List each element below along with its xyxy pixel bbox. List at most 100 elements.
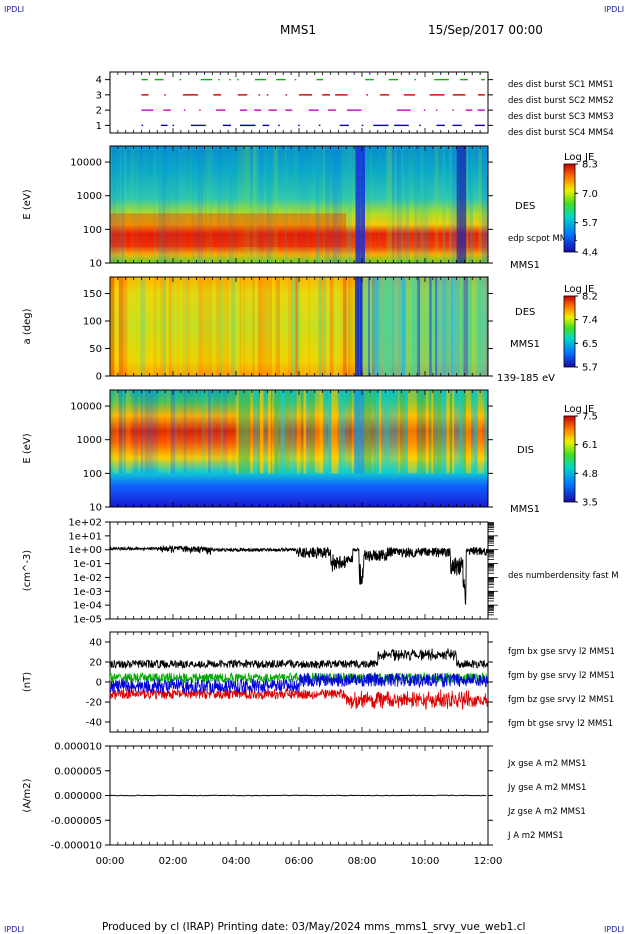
des-energy-column [281, 146, 286, 263]
density-ytick-label: 1e-03 [73, 587, 102, 598]
des-energy-column [274, 146, 278, 263]
dis-energy-column [263, 390, 268, 474]
des-pitch-column [368, 277, 370, 376]
des-pitch-column [372, 277, 375, 376]
des-pitch-colorbar-label: 8.2 [582, 292, 598, 303]
des-energy-column [221, 146, 226, 263]
des-pitch-column [266, 277, 271, 376]
des-pitch-column [235, 277, 240, 376]
dis-energy-column [165, 390, 166, 473]
des-energy-column [416, 146, 421, 263]
dis-energy-column [289, 390, 292, 474]
des-pitch-colorbar [563, 295, 576, 368]
des-energy-column [413, 146, 415, 263]
dis-energy-column [227, 390, 232, 474]
des-energy-hot-band [110, 213, 347, 247]
dis-energy-column [130, 390, 133, 473]
des-pitch-column [162, 277, 166, 376]
time-axis: 00:00 02:00 04:00 06:00 08:00 10:00 12:00 [96, 856, 503, 867]
des-energy-colorbar-label: 8.3 [582, 160, 598, 171]
des-energy-column [182, 146, 188, 263]
des-pitch-column [408, 277, 412, 376]
des-energy-column [376, 146, 379, 263]
des-pitch-column [324, 277, 327, 376]
time-tick-label: 12:00 [474, 856, 503, 867]
dis-energy-ytick-label: 1000 [77, 435, 102, 446]
des-pitch-column [380, 277, 384, 376]
dis-energy-colorbar [563, 415, 576, 503]
dis-energy-column [175, 390, 177, 474]
current-ytick-label: 0.000000 [54, 791, 102, 802]
burst-legend-label: des dist burst SC1 MMS1 [508, 80, 614, 90]
dis-energy-column [294, 390, 297, 474]
fgm-series-line [109, 648, 488, 670]
des-energy-column [448, 146, 452, 263]
des-energy-ytick-label: 100 [83, 225, 102, 236]
current-series-label: Jz gse A m2 MMS1 [507, 807, 586, 817]
des-pitch-ytick-label: 0 [96, 372, 102, 383]
des-pitch-column [346, 277, 349, 376]
des-pitch-column [195, 277, 199, 376]
des-energy-column [206, 146, 211, 263]
des-pitch-column [417, 277, 421, 376]
des-energy-colorbar-label: 7.0 [582, 189, 598, 200]
des-pitch-right-label: MMS1 [510, 339, 540, 350]
des-pitch-column [165, 277, 169, 376]
dis-energy-column [411, 390, 417, 474]
des-energy-column [478, 146, 481, 263]
fgm-series-line [109, 687, 488, 710]
des-pitch-column [245, 277, 249, 376]
dis-energy-column [471, 390, 475, 474]
dis-energy-column [355, 390, 358, 474]
dis-energy-colorbar-label: 4.8 [582, 469, 598, 480]
current-panel: 0.000010 0.000005 0.000000 -0.000005 -0.0000… [22, 742, 586, 852]
time-tick-label: 00:00 [96, 856, 125, 867]
fgm-ylabel: (nT) [22, 672, 33, 692]
dis-energy-column [310, 390, 315, 474]
des-energy-column [332, 146, 338, 263]
density-ylabel: (cm^-3) [22, 550, 33, 591]
des-pitch-column [457, 277, 460, 376]
des-energy-column [133, 146, 138, 263]
des-pitch-column [350, 277, 353, 376]
des-pitch-column [369, 277, 373, 376]
dis-energy-column [462, 390, 467, 474]
dis-energy-column [201, 390, 206, 474]
des-energy-column [204, 146, 207, 263]
fgm-panel: 40 20 0 -20 -40 (nT) fgm bx gse srvy l2 MMS1 fg… [22, 631, 615, 733]
dis-energy-column [431, 390, 434, 474]
des-energy-column [286, 146, 292, 263]
des-energy-column [391, 146, 395, 263]
dis-energy-column [389, 390, 394, 474]
dis-energy-column [248, 390, 251, 474]
current-ytick-label: 0.000010 [54, 742, 102, 753]
dis-energy-column [274, 390, 279, 474]
dis-energy-column [331, 390, 334, 474]
fgm-ytick-label: 0 [96, 678, 102, 689]
dis-energy-column [267, 390, 271, 474]
dis-energy-column [345, 390, 349, 474]
dis-energy-column [259, 390, 264, 474]
des-pitch-column [352, 277, 356, 376]
des-energy-column [357, 146, 361, 263]
fgm-ytick-label: -20 [86, 698, 102, 709]
time-tick-label: 10:00 [411, 856, 440, 867]
dis-energy-column [381, 390, 385, 474]
des-pitch-column [272, 277, 276, 376]
dis-energy-column [441, 390, 447, 474]
fgm-series-line [109, 671, 488, 685]
dis-energy-column [160, 390, 165, 474]
current-series-label: Jx gse A m2 MMS1 [507, 759, 586, 769]
des-pitch-column [460, 277, 464, 376]
des-energy-column [110, 146, 113, 263]
dis-energy-column [250, 390, 254, 474]
dis-energy-column [112, 390, 116, 474]
dis-energy-column [158, 390, 161, 474]
des-pitch-column [176, 277, 178, 376]
des-pitch-column [252, 277, 255, 376]
dis-energy-column [401, 390, 405, 474]
des-energy-column [305, 146, 311, 263]
des-energy-right-label: MMS1 [510, 260, 540, 271]
density-ytick-label: 1e+01 [68, 531, 102, 542]
des-energy-column [130, 146, 134, 263]
